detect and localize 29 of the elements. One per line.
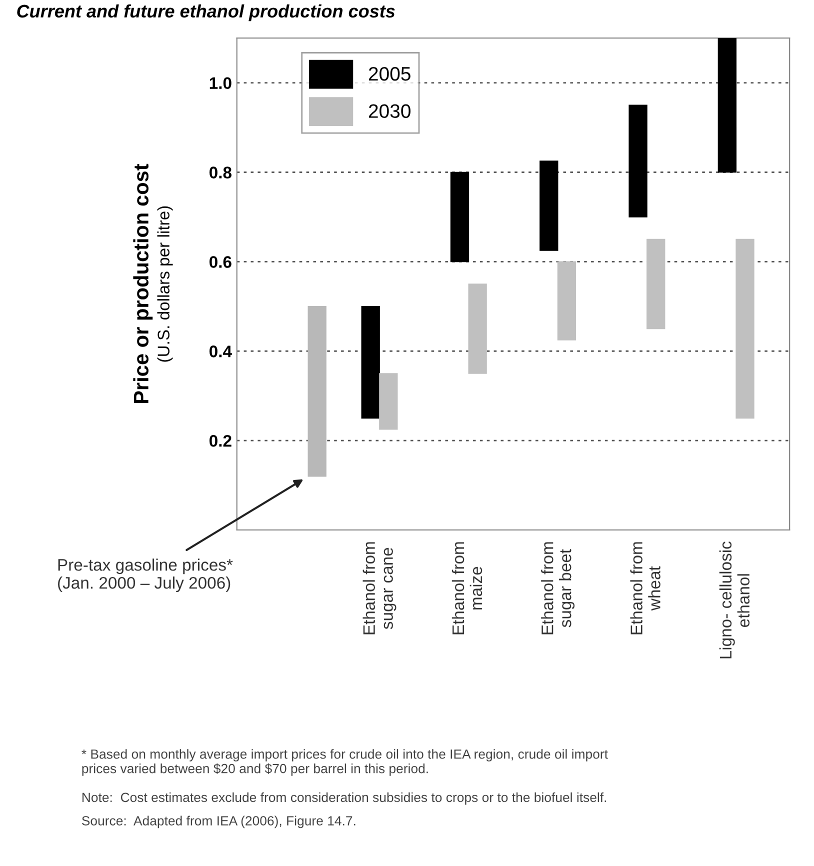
x-tick-label: Ethanol from sugar cane bbox=[362, 542, 396, 634]
y-tick-label: 0.8 bbox=[210, 166, 232, 178]
bar bbox=[308, 306, 326, 477]
x-tick-label: Ethanol from maize bbox=[452, 542, 482, 634]
x-tick-label: Ligno- cellulosic ethanol bbox=[719, 542, 750, 658]
y-tick-label: 0.2 bbox=[210, 434, 232, 447]
bar bbox=[718, 38, 737, 173]
bar bbox=[646, 238, 666, 330]
chart-title: Current and future ethanol production costs bbox=[17, 4, 395, 22]
legend-label: 2030 bbox=[368, 104, 410, 118]
bar bbox=[628, 104, 648, 218]
text: Pre-tax gasoline prices* (Jan. 2000 – July 2006) bbox=[58, 558, 233, 592]
text: Note: Cost estimates exclude from consideration subsidies to crops or to the biofuel itself. bbox=[82, 792, 606, 805]
bar bbox=[468, 284, 487, 374]
bar bbox=[540, 160, 558, 251]
bar bbox=[379, 373, 398, 430]
bar bbox=[736, 238, 754, 419]
bar bbox=[450, 172, 470, 262]
y-tick-label: 0.4 bbox=[210, 346, 232, 358]
bar bbox=[557, 261, 576, 340]
x-tick-label: Ethanol from sugar beet bbox=[541, 542, 575, 634]
y-tick-label: 0.6 bbox=[210, 256, 232, 268]
y-axis-title: Price or production cost (U.S. dollars per litre) bbox=[133, 164, 173, 404]
source-note: Source: Adapted from IEA (2006), Figure 14.7. bbox=[82, 816, 356, 828]
bar bbox=[361, 306, 380, 419]
x-tick-label: Ethanol from wheat bbox=[630, 542, 660, 634]
legend-label: 2005 bbox=[368, 66, 410, 81]
y-tick-label: 1.0 bbox=[210, 77, 232, 90]
text: * Based on monthly average import prices for crude oil into the IEA region, crude oil import prices varied between $20 and $70 per barrel in this period. bbox=[82, 749, 608, 776]
